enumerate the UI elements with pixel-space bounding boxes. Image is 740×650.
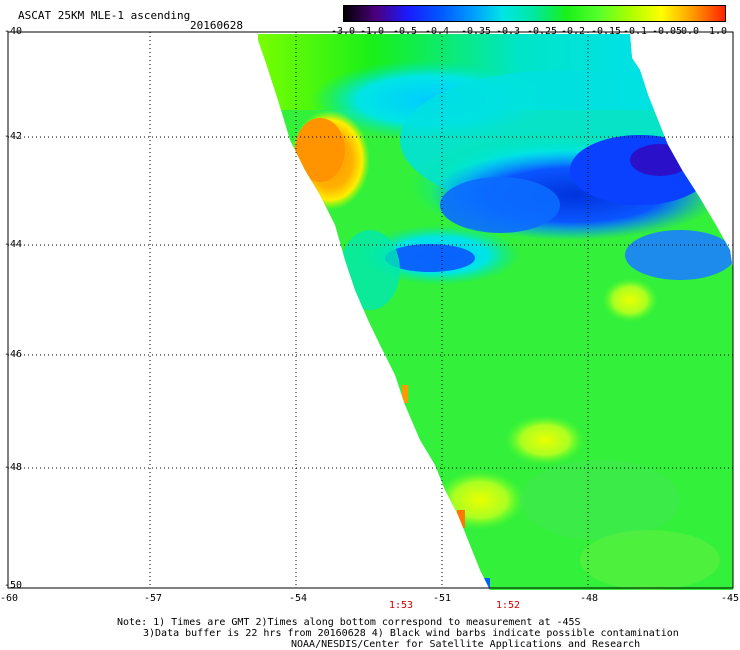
note-line: NOAA/NESDIS/Center for Satellite Applica… [291,639,641,650]
x-tick-label: -48 [579,593,599,604]
y-tick-label: -40 [4,26,23,37]
x-tick-label: -51 [432,593,452,604]
pass-time-label: 1:53 [388,600,414,611]
y-tick-label: -44 [4,239,23,250]
graticule [8,32,733,588]
x-tick-label: -54 [288,593,308,604]
color-scale-bar [343,5,726,22]
y-tick-label: -46 [4,349,23,360]
note-line: Note: 1) Times are GMT 2)Times along bot… [117,617,581,628]
y-tick-label: -48 [4,462,23,473]
x-tick-label: -45 [720,593,740,604]
y-tick-label: -50 [4,580,23,591]
swath-field [258,34,733,590]
y-tick-label: -42 [4,131,23,142]
map-date: 20160628 [190,19,243,32]
map-title: ASCAT 25KM MLE-1 ascending [18,9,191,22]
x-tick-label: -60 [0,593,19,604]
x-tick-label: -57 [143,593,163,604]
map-frame [7,31,734,589]
pass-time-label: 1:52 [495,600,521,611]
note-line: 3)Data buffer is 22 hrs from 20160628 4)… [143,628,679,639]
